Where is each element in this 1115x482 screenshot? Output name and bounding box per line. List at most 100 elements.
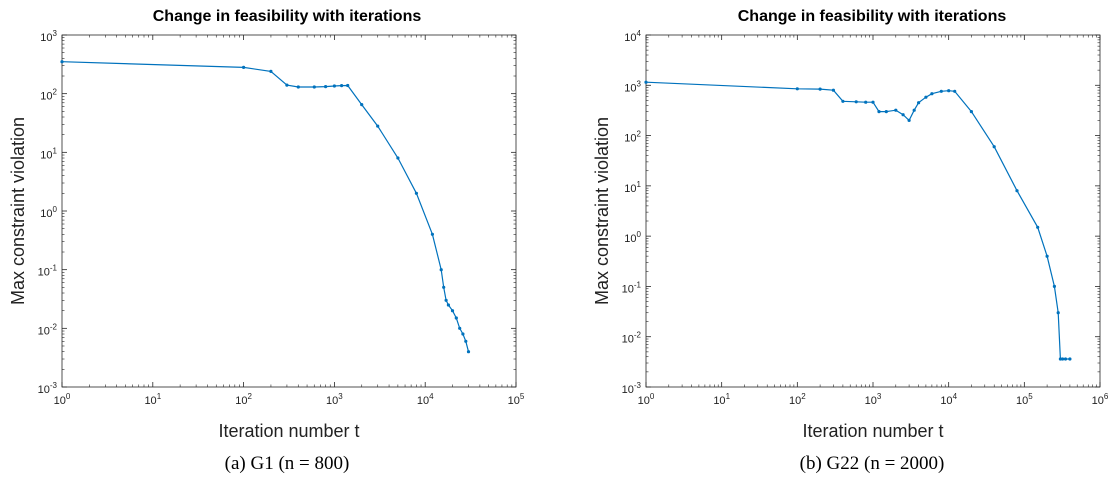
data-point	[444, 298, 448, 302]
data-point	[917, 101, 921, 105]
series-markers	[644, 80, 1072, 361]
data-point	[396, 156, 400, 160]
data-point	[454, 316, 458, 320]
x-tick-label: 101	[144, 392, 161, 407]
y-tick-label: 101	[624, 180, 641, 195]
data-point	[818, 87, 822, 91]
x-tick-label: 100	[638, 392, 655, 407]
data-point	[1068, 357, 1072, 361]
data-point	[992, 145, 996, 149]
data-point	[1045, 254, 1049, 258]
data-point	[795, 87, 799, 91]
y-tick-label: 103	[624, 79, 641, 94]
y-axis-label: Max constraint violation	[8, 117, 28, 305]
data-point	[458, 326, 462, 330]
data-point	[953, 89, 957, 93]
x-tick-label: 102	[789, 392, 806, 407]
y-tick-label: 10-3	[622, 381, 642, 396]
y-axis-label: Max constraint violation	[592, 117, 612, 305]
data-point	[894, 108, 898, 112]
chart-panel-a: Change in feasibility with iterations 10…	[8, 8, 525, 474]
x-tick-label: 100	[54, 392, 71, 407]
data-point	[841, 99, 845, 103]
data-point	[644, 80, 648, 84]
y-tick-label: 100	[40, 205, 57, 220]
data-point	[901, 113, 905, 117]
data-point	[450, 309, 455, 313]
data-point	[285, 83, 289, 87]
data-point	[947, 89, 951, 93]
y-tick-label: 104	[624, 29, 641, 44]
data-point	[346, 83, 350, 88]
data-point	[242, 65, 246, 69]
x-tick-label: 106	[1092, 392, 1109, 407]
data-point	[1015, 189, 1019, 193]
data-point	[439, 268, 443, 272]
data-point	[312, 85, 316, 89]
x-tick-label: 104	[417, 392, 434, 407]
data-point	[376, 124, 380, 128]
x-tick-label: 103	[865, 392, 882, 407]
y-tick-label: 10-3	[38, 381, 58, 396]
plot-area-frame	[645, 34, 1101, 388]
tick-group	[61, 34, 517, 388]
data-point	[930, 92, 934, 96]
data-point	[884, 110, 888, 114]
x-tick-label: 105	[508, 392, 525, 407]
data-point	[296, 85, 300, 89]
chart-title: Change in feasibility with iterations	[738, 8, 1007, 25]
data-point	[854, 100, 858, 104]
x-tick-label: 103	[326, 392, 343, 407]
data-point	[461, 332, 465, 336]
data-point	[1052, 284, 1056, 288]
data-point	[332, 84, 336, 88]
plot-area-frame	[61, 34, 517, 388]
data-point	[340, 84, 344, 88]
x-tick-label: 104	[940, 392, 957, 407]
data-point	[1063, 357, 1068, 361]
data-point	[430, 232, 434, 236]
chart-caption: (b) G22 (n = 2000)	[800, 453, 945, 474]
y-tick-label: 100	[624, 230, 641, 245]
data-point	[969, 110, 974, 114]
series-line	[645, 81, 1070, 360]
data-point	[269, 69, 273, 73]
data-point	[360, 103, 364, 107]
data-point	[924, 95, 928, 99]
data-point	[324, 85, 328, 89]
y-tick-label: 10-2	[38, 322, 58, 337]
data-point	[466, 350, 471, 354]
chart-panel-b: Change in feasibility with iterations 10…	[592, 8, 1109, 474]
chart-title: Change in feasibility with iterations	[153, 8, 422, 25]
tick-label-group: 100 101 102 103 104 105 10-3 10-2 10-1 100 101 102 1…	[38, 29, 525, 407]
data-point	[464, 339, 468, 343]
y-tick-label: 103	[40, 29, 57, 44]
y-tick-label: 10-2	[622, 331, 642, 346]
x-tick-label: 105	[1016, 392, 1033, 407]
data-point	[1056, 311, 1060, 315]
x-axis-label: Iteration number t	[802, 421, 943, 441]
data-point	[1061, 357, 1065, 361]
y-tick-label: 102	[624, 130, 641, 145]
data-point	[60, 60, 64, 64]
x-axis-label: Iteration number t	[218, 421, 359, 441]
data-point	[446, 303, 450, 307]
data-point	[442, 285, 446, 289]
data-point	[1058, 357, 1062, 361]
data-point	[1036, 225, 1040, 229]
data-point	[907, 118, 911, 122]
data-point	[864, 100, 868, 104]
data-point	[939, 89, 943, 93]
data-point	[871, 100, 875, 104]
tick-label-group: 100 101 102 103 104 105 106 10-3 10-2 10-1 100 101 1…	[622, 29, 1109, 407]
tick-group	[645, 34, 1101, 388]
data-point	[831, 88, 836, 92]
series-line	[61, 61, 470, 352]
data-point	[414, 191, 418, 195]
x-tick-label: 102	[235, 392, 252, 407]
x-tick-label: 101	[713, 392, 730, 407]
data-point	[877, 110, 881, 114]
data-point	[912, 108, 916, 112]
chart-caption: (a) G1 (n = 800)	[225, 453, 350, 474]
